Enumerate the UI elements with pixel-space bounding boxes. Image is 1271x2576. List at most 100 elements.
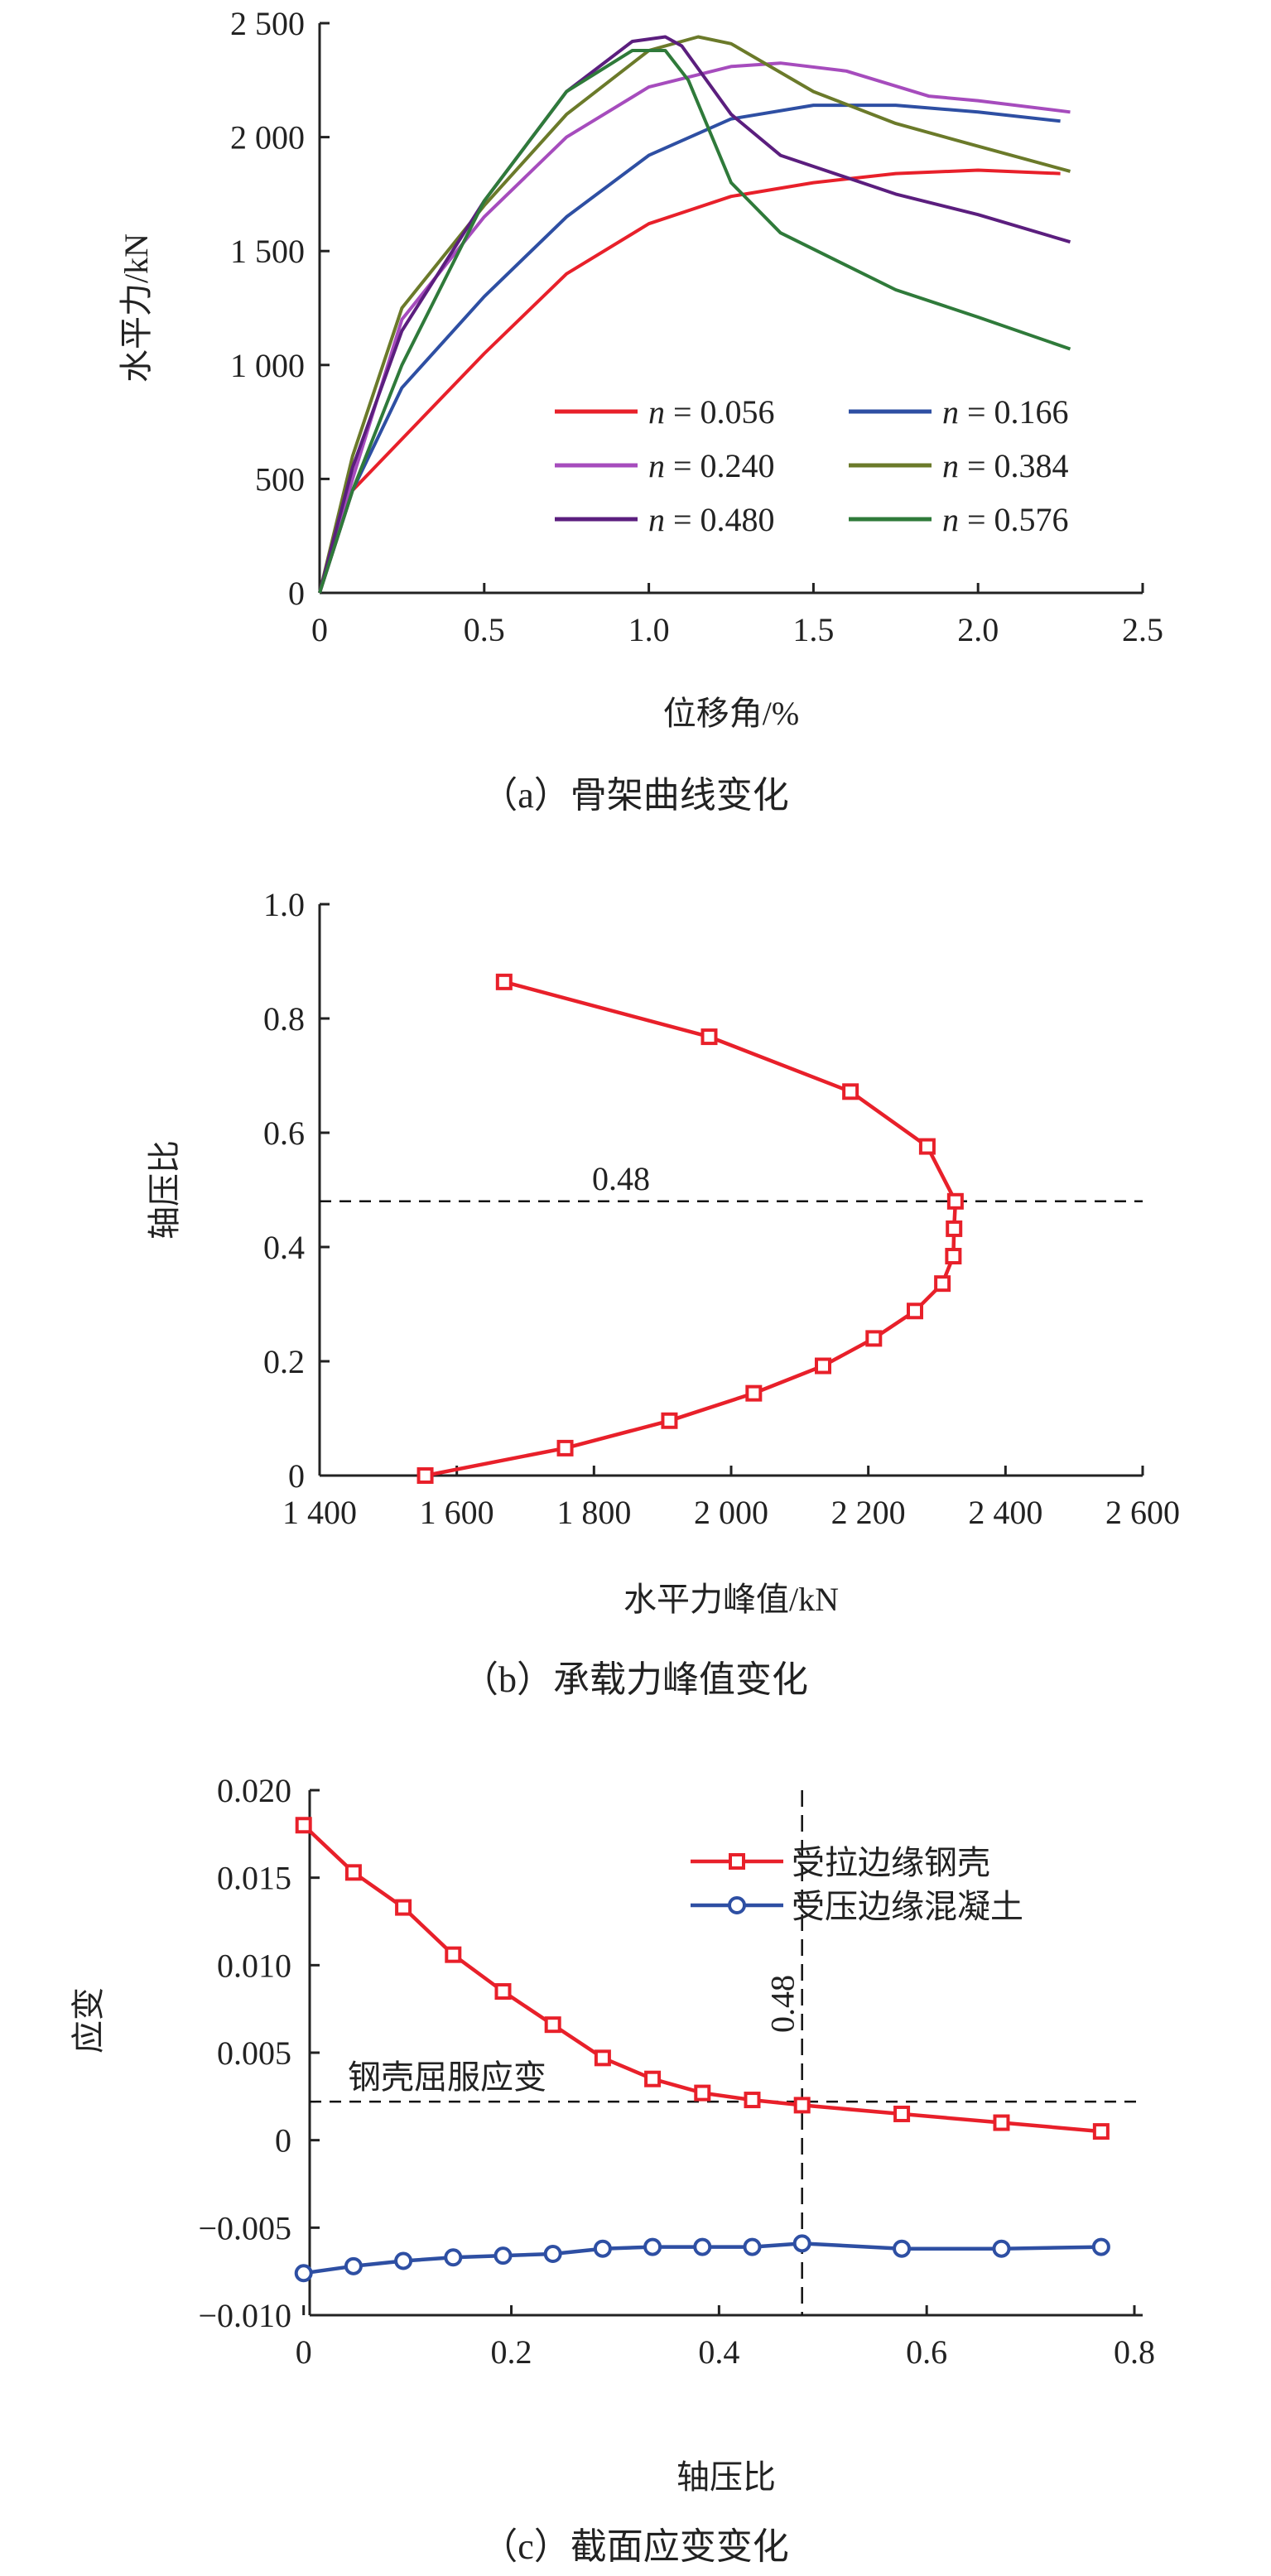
legend-n-symbol: n [942, 393, 959, 431]
data-point-circle [743, 2237, 762, 2256]
x-tick-label: 0 [296, 2333, 312, 2371]
legend-label: 受压边缘混凝土 [792, 1888, 1023, 1925]
chart-b-peak-load: 1 400 1 600 1 800 2 000 2 200 2 400 2 600 0 0.2 0… [146, 886, 1180, 1700]
y-tick-label: −0.010 [198, 2297, 291, 2334]
legend-n-value: = 0.384 [959, 447, 1069, 484]
data-point-square [744, 2092, 761, 2109]
x-axis-label: 轴压比 [676, 2458, 776, 2496]
figure-caption: （b）承载力峰值变化 [462, 1659, 808, 1700]
y-tick-label: 2 500 [230, 5, 305, 42]
series-line-0 [318, 168, 1061, 594]
series-line-3 [318, 35, 1071, 594]
chart-c-section-strain: 0 0.2 0.4 0.6 0.8 −0.010 −0.005 0 0.005 0.010 0.01… [70, 1772, 1155, 2567]
data-point-square [661, 1412, 678, 1429]
x-tick-label: 1 400 [282, 1494, 357, 1531]
y-tick-label: 0 [288, 1457, 305, 1495]
data-point-square [865, 1330, 883, 1347]
data-point-square [544, 2016, 561, 2034]
data-point-circle [294, 2264, 313, 2283]
series-line-5 [318, 49, 1071, 594]
data-point-square [494, 1983, 512, 2001]
y-tick-label: 0.8 [263, 1000, 305, 1038]
legend-label: n = 0.576 [942, 501, 1069, 538]
y-axis-label: 水平力/kN [118, 234, 155, 383]
y-tick-label: 0.6 [263, 1115, 305, 1152]
reference-line-label: 0.48 [592, 1160, 650, 1197]
x-tick-label: 2 600 [1105, 1494, 1180, 1531]
x-tick-label: 2 400 [968, 1494, 1042, 1531]
data-point-circle [1091, 2237, 1110, 2256]
data-point-square [842, 1083, 859, 1100]
legend-label: n = 0.240 [648, 447, 775, 484]
y-tick-label: 0.020 [217, 1772, 291, 1809]
x-axis-label: 水平力峰值/kN [623, 1581, 839, 1618]
data-point-square [814, 1357, 831, 1375]
x-tick-label: 0.8 [1114, 2333, 1155, 2371]
x-tick-label: 0.5 [464, 611, 505, 648]
legend-label: 受拉边缘钢壳 [792, 1844, 990, 1881]
data-point-square [893, 2105, 911, 2122]
data-point-square [416, 1467, 434, 1484]
x-tick-label: 2 000 [694, 1494, 768, 1531]
series-line-0 [425, 980, 958, 1478]
data-point-square [745, 1384, 763, 1402]
x-axis-label: 位移角/% [663, 695, 799, 732]
y-tick-label: 500 [255, 460, 305, 498]
data-point-circle [593, 2239, 612, 2258]
legend-n-value: = 0.166 [959, 393, 1069, 431]
legend-label: n = 0.166 [942, 393, 1069, 431]
data-point-square [295, 1817, 312, 1834]
y-tick-label: 0.2 [263, 1343, 305, 1380]
figure-caption: （c）截面应变变化 [481, 2526, 789, 2567]
data-point-circle [893, 2239, 912, 2258]
data-point-circle [643, 2237, 662, 2256]
y-tick-label: 0.015 [217, 1860, 291, 1897]
data-point-circle [394, 2251, 413, 2270]
data-point-square [445, 1946, 462, 1963]
data-point-square [644, 2070, 662, 2087]
legend-n-symbol: n [648, 393, 665, 431]
x-tick-label: 0 [311, 611, 328, 648]
chart-a-skeleton-curves: 0 0.5 1.0 1.5 2.0 2.5 0 500 1 000 1 500 2 000 2 500… [118, 5, 1163, 816]
data-point-square [1092, 2123, 1110, 2140]
x-tick-label: 1.0 [628, 611, 670, 648]
legend-n-symbol: n [942, 501, 959, 538]
data-point-square [946, 1220, 963, 1237]
y-tick-label: 0.4 [263, 1229, 305, 1266]
data-point-square [694, 2084, 711, 2102]
data-point-square [594, 2049, 611, 2067]
axial-ratio-label: 0.48 [764, 1975, 802, 2033]
data-point-circle [992, 2239, 1011, 2258]
y-tick-label: 2 000 [230, 119, 305, 156]
data-point-square [906, 1302, 923, 1320]
yield-strain-label: 钢壳屈服应变 [348, 2058, 546, 2096]
legend-n-value: = 0.056 [665, 393, 775, 431]
legend-n-symbol: n [942, 447, 959, 484]
data-point-square [700, 1028, 718, 1046]
legend-n-value: = 0.480 [665, 501, 775, 538]
y-tick-label: 0 [275, 2122, 291, 2160]
series-line-4 [318, 35, 1071, 594]
data-point-circle [792, 2234, 811, 2253]
legend-n-symbol: n [648, 447, 665, 484]
data-point-square [945, 1248, 962, 1265]
x-tick-label: 1.5 [792, 611, 834, 648]
x-tick-label: 0.6 [906, 2333, 947, 2371]
y-tick-label: 0.005 [217, 2034, 291, 2072]
legend-label: n = 0.056 [648, 393, 775, 431]
x-tick-label: 1 800 [556, 1494, 631, 1531]
x-tick-label: 2 200 [831, 1494, 906, 1531]
x-tick-label: 2.0 [957, 611, 999, 648]
data-point-circle [493, 2246, 513, 2265]
y-tick-label: 0 [288, 575, 305, 612]
legend-marker-circle [728, 1896, 746, 1914]
x-tick-label: 2.5 [1122, 611, 1163, 648]
data-point-circle [693, 2237, 712, 2256]
data-point-circle [344, 2256, 363, 2275]
x-tick-label: 0.4 [698, 2333, 739, 2371]
data-point-circle [444, 2248, 463, 2267]
y-axis-label: 应变 [70, 1987, 107, 2054]
data-point-square [993, 2114, 1010, 2131]
data-point-square [495, 973, 513, 990]
